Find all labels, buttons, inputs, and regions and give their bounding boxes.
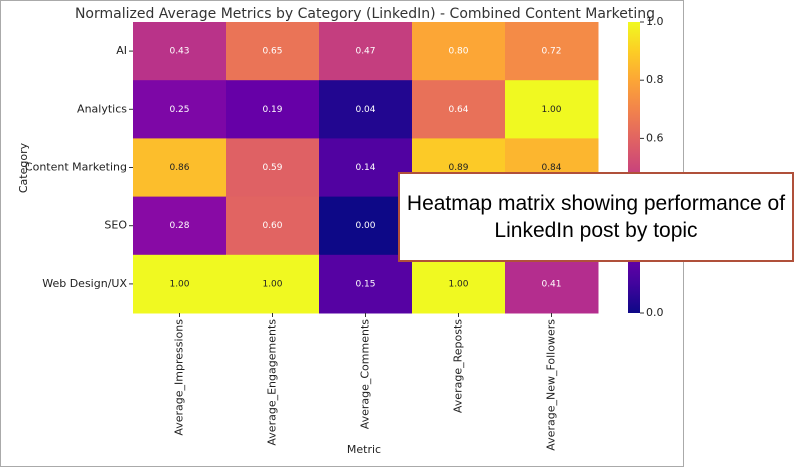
colorbar-tick-label: 0.6 [646,131,664,144]
x-tick-label: Average_Comments [359,319,372,430]
colorbar-tick-label: 0.8 [646,73,664,86]
heatmap-cell [319,80,413,139]
cell-label: 0.41 [541,279,561,289]
cell-label: 0.15 [355,279,375,289]
cell-label: 0.65 [262,47,282,57]
heatmap-cell [319,22,413,81]
heatmap-cell [133,22,227,81]
cell-label: 0.59 [262,163,282,173]
cell-label: 0.25 [169,105,189,115]
heatmap-cell [133,196,227,256]
x-axis-label: Metric [347,443,381,456]
y-tick-label: Content Marketing [25,161,127,174]
heatmap-cell [133,138,227,198]
heatmap-cell [505,22,599,81]
cell-label: 0.19 [262,105,282,115]
heatmap-cell [505,254,599,314]
cell-label: 0.43 [169,47,189,57]
heatmap-cell [412,254,506,314]
heatmap-cell [133,80,227,139]
heatmap-cell [412,22,506,81]
heatmap-cell [319,254,413,314]
colorbar-tick-label: 1.0 [646,15,664,28]
cell-label: 0.14 [355,163,375,173]
cell-label: 0.00 [355,221,375,231]
cell-label: 0.60 [262,221,282,231]
y-tick-label: SEO [104,219,127,232]
cell-label: 0.80 [448,47,468,57]
cell-label: 0.04 [355,105,375,115]
x-tick-label: Average_Impressions [173,319,186,436]
cell-label: 1.00 [262,279,282,289]
annotation: Heatmap matrix showing performance of Li… [398,172,794,262]
heatmap-cell [505,80,599,139]
heatmap-cell [226,254,320,314]
heatmap-cell [226,196,320,256]
cell-label: 0.47 [355,47,375,57]
y-tick-label: Analytics [77,102,127,115]
heatmap-cell [412,80,506,139]
cell-label: 0.72 [541,47,561,57]
heatmap-cell [133,254,227,314]
x-tick-label: Average_Engagements [266,319,279,446]
cell-label: 0.28 [169,221,189,231]
colorbar [628,22,640,313]
cell-label: 0.86 [169,163,189,173]
y-axis-label: Category [17,142,30,193]
y-tick-label: Web Design/UX [42,277,127,290]
x-tick-label: Average_Reposts [452,319,465,413]
cell-label: 1.00 [169,279,189,289]
cell-label: 1.00 [448,279,468,289]
chart-title: Normalized Average Metrics by Category (… [75,6,655,22]
x-tick-label: Average_New_Followers [545,319,558,451]
heatmap-cell [226,80,320,139]
y-tick-label: AI [116,44,127,57]
heatmap-cell [226,22,320,81]
cell-label: 0.84 [541,163,561,173]
cell-label: 1.00 [541,105,561,115]
heatmap-cell [319,138,413,198]
colorbar-tick-label: 0.0 [646,306,664,319]
cell-label: 0.64 [448,105,468,115]
cell-label: 0.89 [448,163,468,173]
heatmap-cell [319,196,413,256]
heatmap-cell [226,138,320,198]
